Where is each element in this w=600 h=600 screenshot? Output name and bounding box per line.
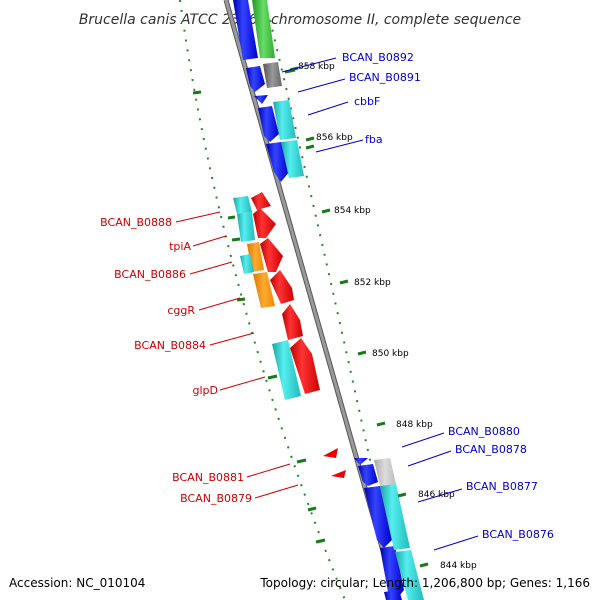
cog-track-forward [252, 0, 424, 600]
cog-gray-block [263, 62, 282, 88]
gene-fwd-bcan-b0878 [358, 464, 378, 486]
tick-label-856: 856 kbp [316, 133, 353, 143]
gene-label-bcan-b0886: BCAN_B0886 [114, 268, 186, 281]
forward-label-leaders [281, 57, 479, 551]
gene-rev-tpia [253, 208, 276, 238]
gene-fwd-bcan-b0880 [354, 458, 368, 465]
gene-label-bcan-b0877: BCAN_B0877 [466, 480, 538, 493]
forward-gene-labels: BCAN_B0892 BCAN_B0891 cbbF fba BCAN_B088… [342, 51, 554, 541]
gene-fwd-1 [233, 0, 258, 60]
tick-label-844: 844 kbp [440, 561, 477, 571]
gene-label-cggr: cggR [167, 304, 195, 317]
cog-cyan-rev-1 [233, 196, 252, 214]
tick-label-858: 858 kbp [298, 62, 335, 72]
gc-content-track-inner [179, 0, 346, 600]
gene-rev-bcan-b0879 [331, 470, 346, 478]
reverse-gene-labels: BCAN_B0888 tpiA BCAN_B0886 cggR BCAN_B08… [100, 216, 252, 505]
forward-strand-genes [233, 0, 404, 600]
cog-cyan-rev-3 [240, 254, 254, 274]
gene-label-bcan-b0888: BCAN_B0888 [100, 216, 172, 229]
scale-tick-marks [289, 66, 429, 568]
gene-label-bcan-b0891: BCAN_B0891 [349, 71, 421, 84]
accession-text: Accession: NC_010104 [9, 576, 145, 590]
gene-rev-bcan-b0881 [323, 448, 338, 458]
gene-rev-bcan-b0884 [282, 304, 303, 340]
gene-rev-cggr [270, 270, 294, 304]
cog-cyan-rev-4 [272, 340, 301, 400]
scale-tick-labels: 858 kbp 856 kbp 854 kbp 852 kbp 850 kbp … [298, 62, 477, 571]
cog-cyan-rev-2 [237, 212, 255, 242]
gene-rev-glpd [290, 338, 320, 394]
cog-cyan-block-4 [395, 550, 424, 600]
reverse-label-leaders [175, 211, 299, 499]
gene-fwd-cbbf [254, 95, 268, 104]
cog-light-block [374, 458, 396, 486]
cog-green-block [252, 0, 275, 58]
tick-label-850: 850 kbp [372, 349, 409, 359]
reverse-strand-genes [251, 192, 346, 478]
tick-label-852: 852 kbp [354, 278, 391, 288]
genome-summary-text: Topology: circular; Length: 1,206,800 bp… [259, 576, 590, 590]
gene-label-bcan-b0881: BCAN_B0881 [172, 471, 244, 484]
cog-cyan-block-2 [281, 140, 304, 178]
gene-rev-bcan-b0886 [260, 238, 283, 272]
gene-label-cbbf: cbbF [354, 95, 380, 108]
gene-label-tpia: tpiA [169, 240, 191, 253]
gene-label-bcan-b0879: BCAN_B0879 [180, 492, 252, 505]
gene-rev-bcan-b0888 [251, 192, 271, 210]
gene-label-glpd: glpD [193, 384, 219, 397]
cog-orange-rev-2 [253, 272, 275, 308]
gene-fwd-bcan-b0877 [364, 486, 392, 548]
cog-cyan-block-1 [273, 100, 296, 140]
gene-label-bcan-b0892: BCAN_B0892 [342, 51, 414, 64]
cog-blue-block [384, 590, 402, 600]
gene-label-bcan-b0884: BCAN_B0884 [134, 339, 206, 352]
cog-track-reverse [233, 196, 301, 400]
map-title: Brucella canis ATCC 23365 chromosome II,… [79, 12, 521, 28]
gene-label-bcan-b0876: BCAN_B0876 [482, 528, 554, 541]
tick-label-846: 846 kbp [418, 490, 455, 500]
cog-cyan-block-3 [380, 484, 410, 550]
gene-fwd-3 [258, 106, 279, 142]
gene-label-bcan-b0878: BCAN_B0878 [455, 443, 527, 456]
tick-label-854: 854 kbp [334, 206, 371, 216]
gene-label-bcan-b0880: BCAN_B0880 [448, 425, 520, 438]
gene-fwd-bcan-b0876 [380, 546, 404, 600]
tick-label-848: 848 kbp [396, 420, 433, 430]
gene-fwd-bcan-b0892 [246, 66, 265, 92]
gene-label-fba: fba [365, 133, 383, 146]
